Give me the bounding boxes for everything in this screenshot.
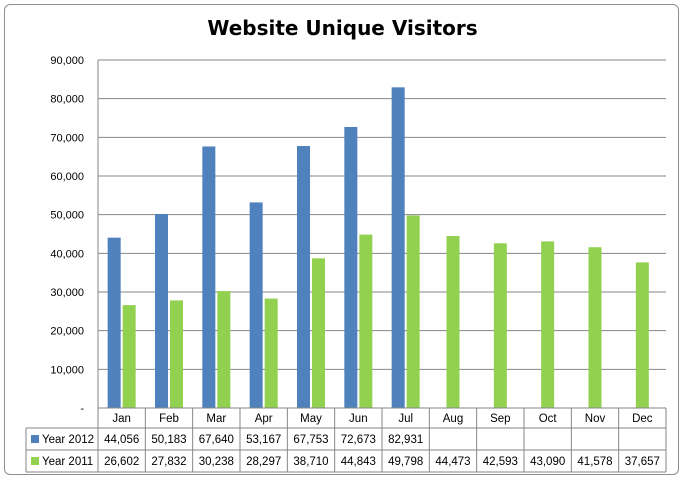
x-tick-label: Nov: [585, 413, 606, 425]
x-tick-label: Apr: [255, 413, 273, 425]
y-tick-label: 60,000: [50, 171, 84, 183]
bar-year-2011: [588, 247, 602, 408]
bar-year-2012: [249, 202, 263, 408]
y-tick-label: 80,000: [50, 94, 84, 106]
data-label: 44,843: [341, 456, 376, 468]
x-tick-label: Oct: [539, 413, 558, 425]
data-label: 44,473: [435, 456, 470, 468]
data-label: 44,056: [104, 434, 139, 446]
x-tick-label: Feb: [159, 413, 179, 425]
data-label: 50,183: [151, 434, 186, 446]
bar-year-2012: [297, 146, 310, 408]
bar-year-2011: [635, 262, 649, 408]
legend-label: Year 2012: [42, 434, 94, 446]
bar-year-2011: [170, 300, 183, 408]
data-label: 42,593: [483, 456, 518, 468]
y-tick-label: -: [80, 403, 84, 415]
data-label: 82,931: [388, 434, 423, 446]
bar-year-2011: [122, 305, 136, 408]
x-tick-label: Jan: [112, 413, 131, 425]
bar-year-2011: [493, 243, 507, 408]
bar-year-2011: [541, 241, 555, 408]
data-label: 43,090: [530, 456, 565, 468]
y-tick-label: 30,000: [50, 287, 84, 299]
data-label: 67,640: [199, 434, 234, 446]
x-tick-label: Aug: [443, 413, 463, 425]
x-tick-label: Sep: [490, 413, 510, 425]
bar-year-2012: [107, 237, 121, 408]
data-label: 53,167: [246, 434, 281, 446]
bar-year-2011: [359, 234, 373, 408]
x-tick-label: Mar: [206, 413, 226, 425]
data-label: 37,657: [625, 456, 660, 468]
bar-year-2011: [312, 258, 325, 408]
x-tick-label: Jun: [349, 413, 368, 425]
data-label: 26,602: [104, 456, 139, 468]
x-tick-label: Dec: [632, 413, 653, 425]
y-tick-label: 50,000: [50, 210, 84, 222]
data-label: 28,297: [246, 456, 281, 468]
legend-label: Year 2011: [42, 456, 93, 468]
data-label: 72,673: [341, 434, 376, 446]
y-tick-label: 20,000: [50, 326, 84, 338]
y-tick-label: 70,000: [50, 132, 84, 144]
data-label: 67,753: [293, 434, 328, 446]
bar-year-2012: [391, 87, 405, 408]
data-label: 30,238: [199, 456, 234, 468]
bar-year-2011: [264, 298, 278, 408]
data-label: 38,710: [293, 456, 328, 468]
data-label: 27,832: [151, 456, 186, 468]
bar-year-2012: [155, 213, 168, 408]
x-tick-label: Jul: [398, 413, 413, 425]
bar-year-2011: [406, 215, 420, 408]
chart-title: Website Unique Visitors: [207, 16, 478, 40]
legend-swatch: [31, 457, 39, 465]
data-label: 49,798: [388, 456, 423, 468]
bar-year-2011: [217, 291, 231, 408]
x-tick-label: May: [300, 413, 322, 425]
bar-year-2012: [202, 146, 216, 408]
bar-year-2012: [344, 126, 358, 408]
legend-swatch: [31, 435, 39, 443]
y-tick-label: 90,000: [50, 55, 84, 67]
data-label: 41,578: [577, 456, 612, 468]
bar-year-2011: [446, 236, 460, 408]
y-tick-label: 10,000: [50, 364, 84, 376]
y-tick-label: 40,000: [50, 248, 84, 260]
